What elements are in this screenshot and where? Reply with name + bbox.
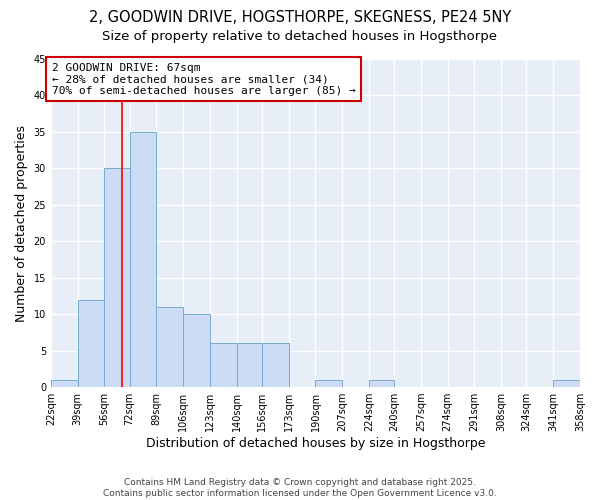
Text: 2, GOODWIN DRIVE, HOGSTHORPE, SKEGNESS, PE24 5NY: 2, GOODWIN DRIVE, HOGSTHORPE, SKEGNESS, … bbox=[89, 10, 511, 25]
Bar bbox=[369, 380, 394, 387]
Bar bbox=[210, 344, 237, 387]
Text: Contains HM Land Registry data © Crown copyright and database right 2025.
Contai: Contains HM Land Registry data © Crown c… bbox=[103, 478, 497, 498]
Text: Size of property relative to detached houses in Hogsthorpe: Size of property relative to detached ho… bbox=[103, 30, 497, 43]
Bar bbox=[553, 380, 580, 387]
Bar bbox=[104, 168, 130, 387]
Y-axis label: Number of detached properties: Number of detached properties bbox=[15, 124, 28, 322]
Bar bbox=[157, 307, 183, 387]
Bar bbox=[237, 344, 262, 387]
Bar bbox=[262, 344, 289, 387]
Text: 2 GOODWIN DRIVE: 67sqm
← 28% of detached houses are smaller (34)
70% of semi-det: 2 GOODWIN DRIVE: 67sqm ← 28% of detached… bbox=[52, 62, 355, 96]
Bar bbox=[316, 380, 342, 387]
Bar bbox=[77, 300, 104, 387]
Bar bbox=[183, 314, 210, 387]
Bar bbox=[130, 132, 157, 387]
X-axis label: Distribution of detached houses by size in Hogsthorpe: Distribution of detached houses by size … bbox=[146, 437, 485, 450]
Bar bbox=[51, 380, 77, 387]
